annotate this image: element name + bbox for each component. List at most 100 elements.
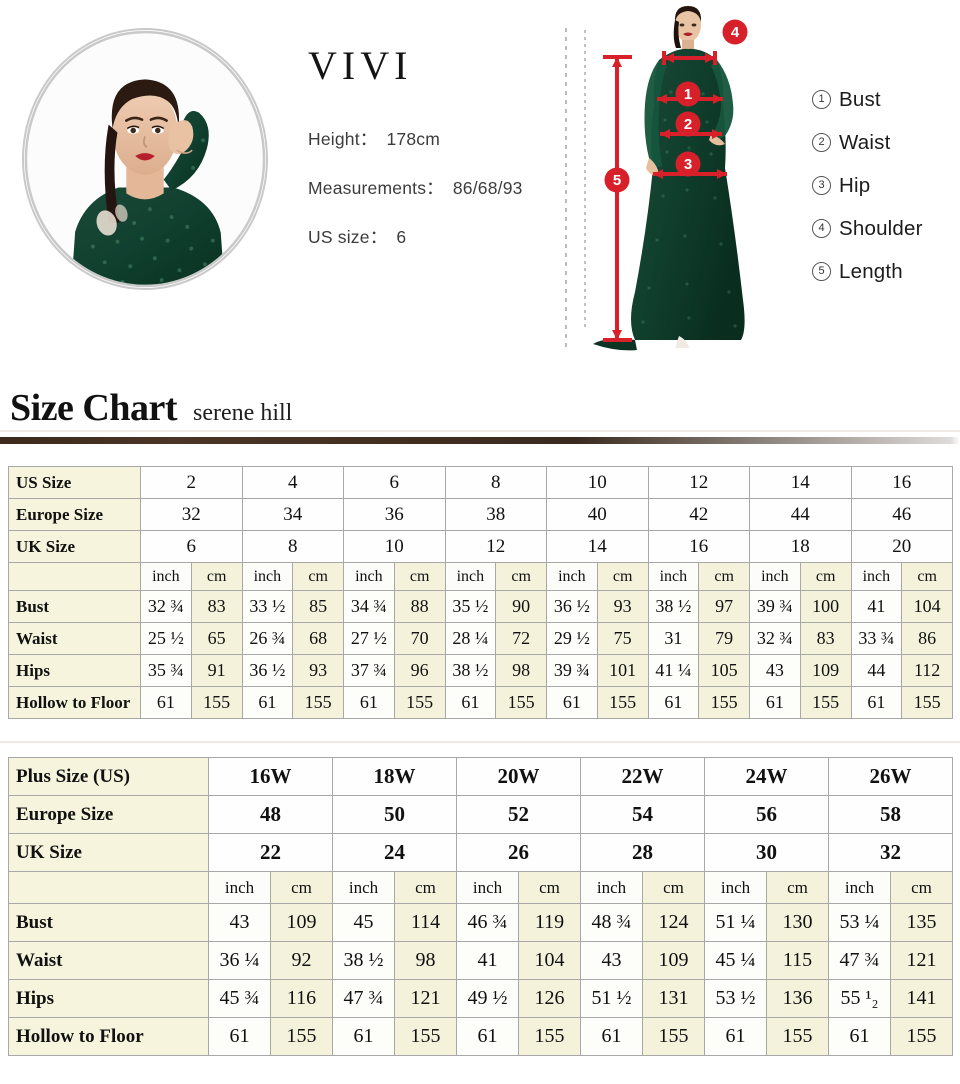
marker-badge-2: 2 [675, 111, 701, 137]
plus-size-table: Plus Size (US) 16W 18W 20W 22W 24W 26W Europe S… [8, 757, 953, 1056]
cell-bust-cm-5: 135 [890, 903, 953, 942]
unit-header-cm-7: cm [901, 562, 953, 591]
row-header-hollow-to-floor: Hollow to Floor [8, 686, 141, 719]
standard-size-table-wrap: US Size 2 4 6 8 10 12 14 16 Europe Size 32 34 36 38 40… [0, 466, 960, 719]
unit-header-inch-4: inch [546, 562, 598, 591]
legend-label-bust: Bust [839, 87, 881, 111]
cell-hips-cm-3: 98 [495, 654, 547, 687]
cell-bust-cm-0: 109 [270, 903, 333, 942]
cell-waist-cm-0: 65 [190, 622, 243, 655]
cell-waist-inch-3: 43 [580, 941, 643, 980]
cell-bust-cm-4: 93 [596, 590, 649, 623]
unit-header-inch-1: inch [332, 871, 395, 904]
spec-height-value: 178cm [386, 129, 441, 149]
cell-uk-size-6: 18 [749, 530, 852, 563]
cell-waist-inch-6: 32 ¾ [749, 622, 801, 655]
size-chart-title: Size Chart [10, 387, 178, 429]
cell-bust-cm-5: 97 [698, 590, 750, 623]
spec-us-size-label: US size： [308, 227, 388, 247]
cell-bust-inch-1: 33 ½ [241, 590, 294, 623]
cell-uk-size-2: 10 [343, 530, 446, 563]
cell-bust-cm-0: 83 [190, 590, 243, 623]
cell-bust-inch-3: 48 ¾ [580, 903, 643, 942]
cell-bust-cm-7: 104 [901, 590, 953, 623]
cell-hollow-to-floor-cm-4: 155 [596, 686, 649, 719]
unit-header-inch-7: inch [850, 562, 903, 591]
cell-hips-inch-0: 35 ¾ [140, 654, 192, 687]
unit-header-cm-1: cm [292, 562, 344, 591]
unit-header-cm-4: cm [766, 871, 829, 904]
cell-hips-cm-3: 131 [642, 979, 705, 1018]
row-header-waist: Waist [8, 622, 141, 655]
table-row: US Size 2 4 6 8 10 12 14 16 [8, 466, 953, 499]
cell-hips-cm-1: 121 [394, 979, 457, 1018]
cell-bust-inch-6: 39 ¾ [749, 590, 801, 623]
cell-uk-size-1: 24 [332, 833, 457, 872]
cell-waist-cm-0: 92 [270, 941, 333, 980]
row-header-hips: Hips [8, 979, 209, 1018]
cell-bust-inch-4: 36 ½ [546, 590, 598, 623]
cell-hollow-to-floor-inch-0: 61 [208, 1017, 271, 1056]
unit-header-cm-5: cm [698, 562, 750, 591]
cell-us-size-7: 16 [850, 466, 953, 499]
cell-europe-size-4: 40 [546, 498, 649, 531]
legend-item-shoulder: 4 Shoulder [812, 207, 923, 250]
unit-header-inch-0: inch [208, 871, 271, 904]
cell-hips-inch-2: 49 ½ [456, 979, 519, 1018]
unit-header-cm-0: cm [270, 871, 333, 904]
cell-bust-cm-2: 88 [393, 590, 446, 623]
cell-europe-size-7: 46 [850, 498, 953, 531]
unit-header-inch-5: inch [647, 562, 700, 591]
size-chart-banner: Size Chart serene hill [0, 378, 960, 430]
cell-uk-size-4: 14 [546, 530, 649, 563]
unit-header-inch-2: inch [343, 562, 395, 591]
cell-waist-inch-2: 41 [456, 941, 519, 980]
cell-hips-inch-3: 51 ½ [580, 979, 643, 1018]
cell-hips-inch-5: 55 ¹₂ [828, 979, 891, 1018]
cell-hips-inch-7: 44 [850, 654, 903, 687]
cell-hollow-to-floor-inch-4: 61 [546, 686, 598, 719]
cell-hollow-to-floor-inch-5: 61 [828, 1017, 891, 1056]
marker-text-5: 5 [613, 172, 621, 189]
spec-height: Height： 178cm [308, 126, 575, 151]
cell-hollow-to-floor-cm-0: 155 [190, 686, 243, 719]
table-row: Waist 36 ¼ 92 38 ½ 98 41 104 43 109 45 ¼ 115 47 ¾ 12… [8, 941, 953, 980]
spec-measurements-label: Measurements： [308, 178, 444, 198]
cell-hollow-to-floor-cm-3: 155 [642, 1017, 705, 1056]
cell-us-size-2: 6 [343, 466, 446, 499]
legend-item-bust: 1 Bust [812, 78, 923, 121]
spacer-above-table2 [0, 743, 960, 757]
cell-waist-cm-6: 83 [799, 622, 852, 655]
cell-hips-cm-0: 91 [190, 654, 243, 687]
cell-hollow-to-floor-cm-5: 155 [890, 1017, 953, 1056]
cell-europe-size-5: 58 [828, 795, 953, 834]
cell-hollow-to-floor-cm-6: 155 [799, 686, 852, 719]
cell-hollow-to-floor-inch-3: 61 [444, 686, 497, 719]
plus-size-table-wrap: Plus Size (US) 16W 18W 20W 22W 24W 26W Europe S… [0, 757, 960, 1056]
cell-hips-cm-2: 126 [518, 979, 581, 1018]
measurement-figure-illustration: 1 2 3 4 5 [584, 6, 748, 351]
legend-number-icon-4: 4 [812, 219, 831, 238]
cell-europe-size-2: 52 [456, 795, 581, 834]
cell-plus-size-2: 20W [456, 757, 581, 796]
cell-hips-inch-4: 53 ½ [704, 979, 767, 1018]
row-header-units-blank [8, 871, 209, 904]
cell-uk-size-7: 20 [850, 530, 953, 563]
cell-waist-cm-2: 70 [393, 622, 446, 655]
cell-bust-inch-4: 51 ¼ [704, 903, 767, 942]
marker-circle-3 [675, 151, 701, 177]
table-row: UK Size 6 8 10 12 14 16 18 20 [8, 530, 953, 563]
unit-header-cm-4: cm [596, 562, 649, 591]
cell-europe-size-0: 32 [140, 498, 243, 531]
cell-bust-inch-1: 45 [332, 903, 395, 942]
cell-hips-cm-4: 101 [596, 654, 649, 687]
table-row: UK Size 22 24 26 28 30 32 [8, 833, 953, 872]
cell-waist-inch-1: 26 ¾ [241, 622, 294, 655]
unit-header-cm-2: cm [393, 562, 446, 591]
figure-area: 1 2 3 4 5 [575, 0, 800, 378]
unit-header-inch-5: inch [828, 871, 891, 904]
cell-uk-size-3: 12 [444, 530, 547, 563]
cell-europe-size-5: 42 [647, 498, 750, 531]
cell-europe-size-1: 50 [332, 795, 457, 834]
